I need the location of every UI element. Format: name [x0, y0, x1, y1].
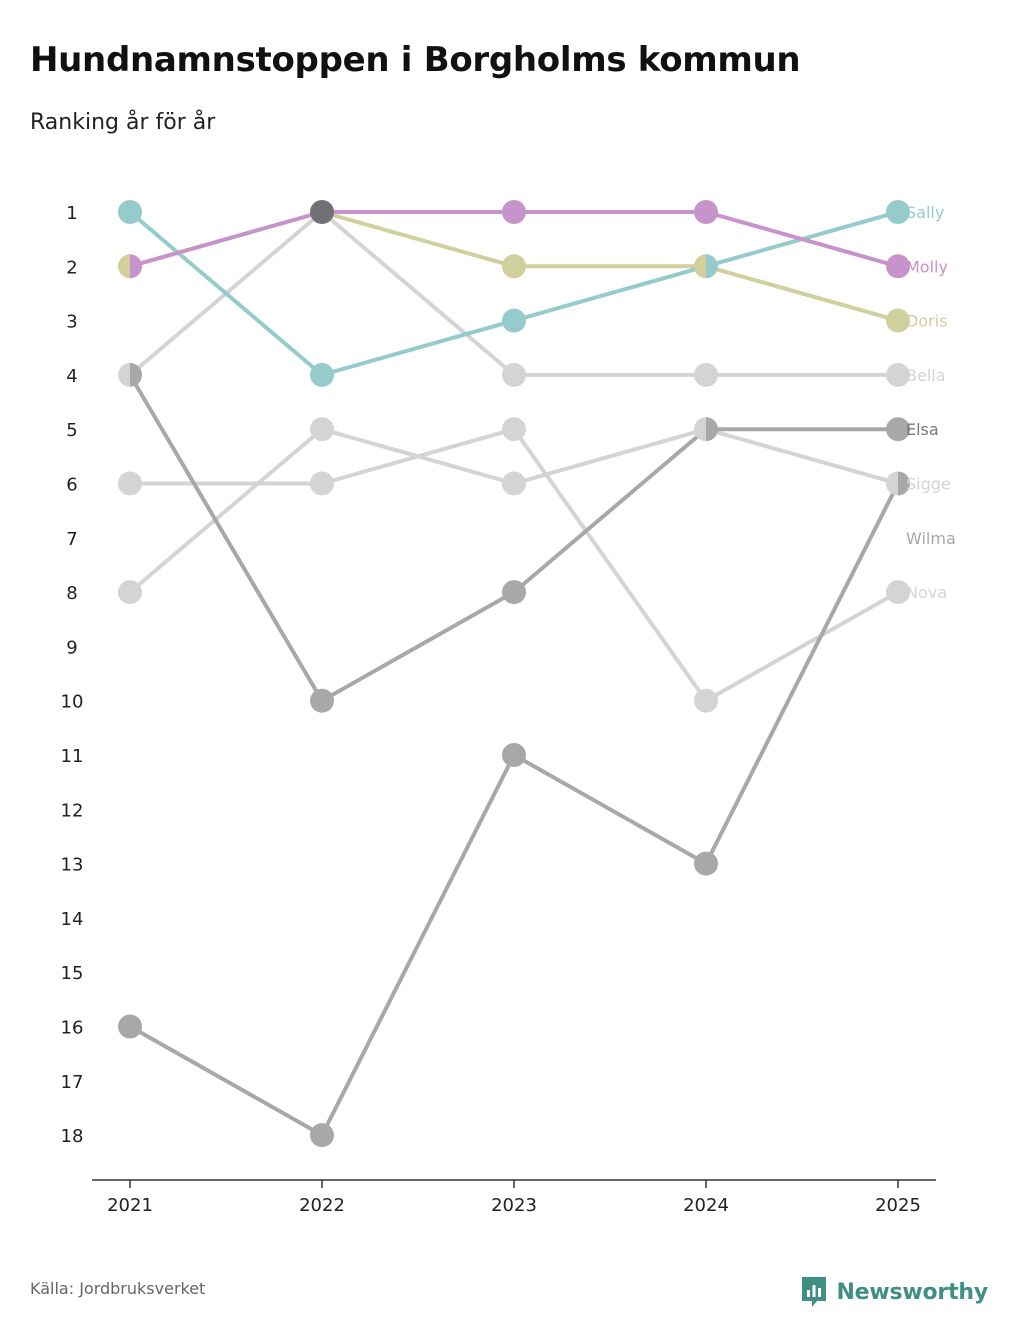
y-tick-label: 5 [66, 420, 77, 441]
x-tick-label: 2021 [107, 1195, 153, 1216]
data-point [706, 417, 718, 442]
series-label-molly: Molly [906, 257, 948, 276]
y-tick-label: 4 [66, 366, 77, 387]
data-point [886, 254, 910, 279]
data-point [706, 254, 718, 279]
x-tick-label: 2024 [683, 1195, 729, 1216]
data-point [886, 308, 910, 333]
data-point [694, 362, 718, 387]
y-tick-label: 18 [61, 1126, 84, 1147]
data-point [130, 254, 142, 279]
y-tick-label: 3 [66, 312, 77, 333]
data-point [118, 580, 142, 605]
series-label-doris: Doris [906, 312, 947, 331]
brand-logo: Newsworthy [800, 1275, 988, 1309]
data-point [886, 362, 910, 387]
series-line-nova [128, 210, 900, 377]
x-tick-label: 2022 [299, 1195, 345, 1216]
data-point [502, 308, 526, 333]
series-label-nova: Nova [906, 583, 947, 602]
chart-title: Hundnamnstoppen i Borgholms kommun [30, 40, 801, 80]
data-point [310, 362, 334, 387]
data-point [310, 1123, 334, 1148]
series-label-wilma: Wilma [906, 529, 956, 548]
y-tick-label: 12 [61, 800, 84, 821]
data-point [130, 362, 142, 387]
data-point [898, 471, 910, 496]
series-line-sally [128, 210, 900, 377]
chart-subtitle: Ranking år för år [30, 110, 216, 135]
y-tick-label: 13 [61, 855, 84, 876]
newsworthy-logo-icon [802, 1277, 827, 1307]
y-tick-label: 14 [61, 909, 84, 930]
data-point [310, 688, 334, 713]
source-note: Källa: Jordbruksverket [30, 1279, 206, 1298]
data-point [694, 688, 718, 713]
x-tick-label: 2025 [875, 1195, 921, 1216]
y-tick-label: 7 [66, 529, 77, 550]
data-point [886, 580, 910, 605]
data-point [886, 471, 898, 496]
series-label-sigge: Sigge [906, 475, 951, 494]
data-point [118, 362, 130, 387]
y-tick-label: 10 [61, 692, 84, 713]
y-tick-label: 8 [66, 583, 77, 604]
y-tick-label: 2 [66, 257, 77, 278]
series-line-sigge [128, 427, 900, 703]
brand-name: Newsworthy [836, 1279, 988, 1305]
y-tick-label: 17 [61, 1072, 84, 1093]
y-tick-label: 15 [61, 963, 84, 984]
data-point [502, 362, 526, 387]
data-point [694, 254, 706, 279]
y-tick-label: 6 [66, 475, 77, 496]
data-point [118, 254, 130, 279]
data-point [694, 200, 718, 224]
data-point [694, 851, 718, 876]
series-label-elsa: Elsa [906, 420, 939, 439]
data-point [118, 1014, 142, 1039]
series-label-sally: Sally [906, 203, 944, 222]
data-point [310, 417, 334, 442]
data-point [502, 743, 526, 767]
data-point [310, 471, 334, 496]
data-point [886, 417, 910, 442]
data-point [310, 200, 334, 224]
data-point [502, 417, 526, 442]
y-tick-label: 9 [66, 637, 77, 658]
data-point [502, 254, 526, 279]
data-point [694, 417, 706, 442]
data-point [502, 580, 526, 605]
data-point [118, 200, 142, 224]
data-point [502, 200, 526, 224]
y-tick-label: 1 [66, 203, 77, 224]
data-point [502, 471, 526, 496]
y-tick-label: 11 [61, 746, 84, 767]
data-point [886, 200, 910, 224]
series-label-bella: Bella [906, 366, 946, 385]
y-tick-label: 16 [61, 1018, 84, 1039]
data-point [118, 471, 142, 496]
x-tick-label: 2023 [491, 1195, 537, 1216]
